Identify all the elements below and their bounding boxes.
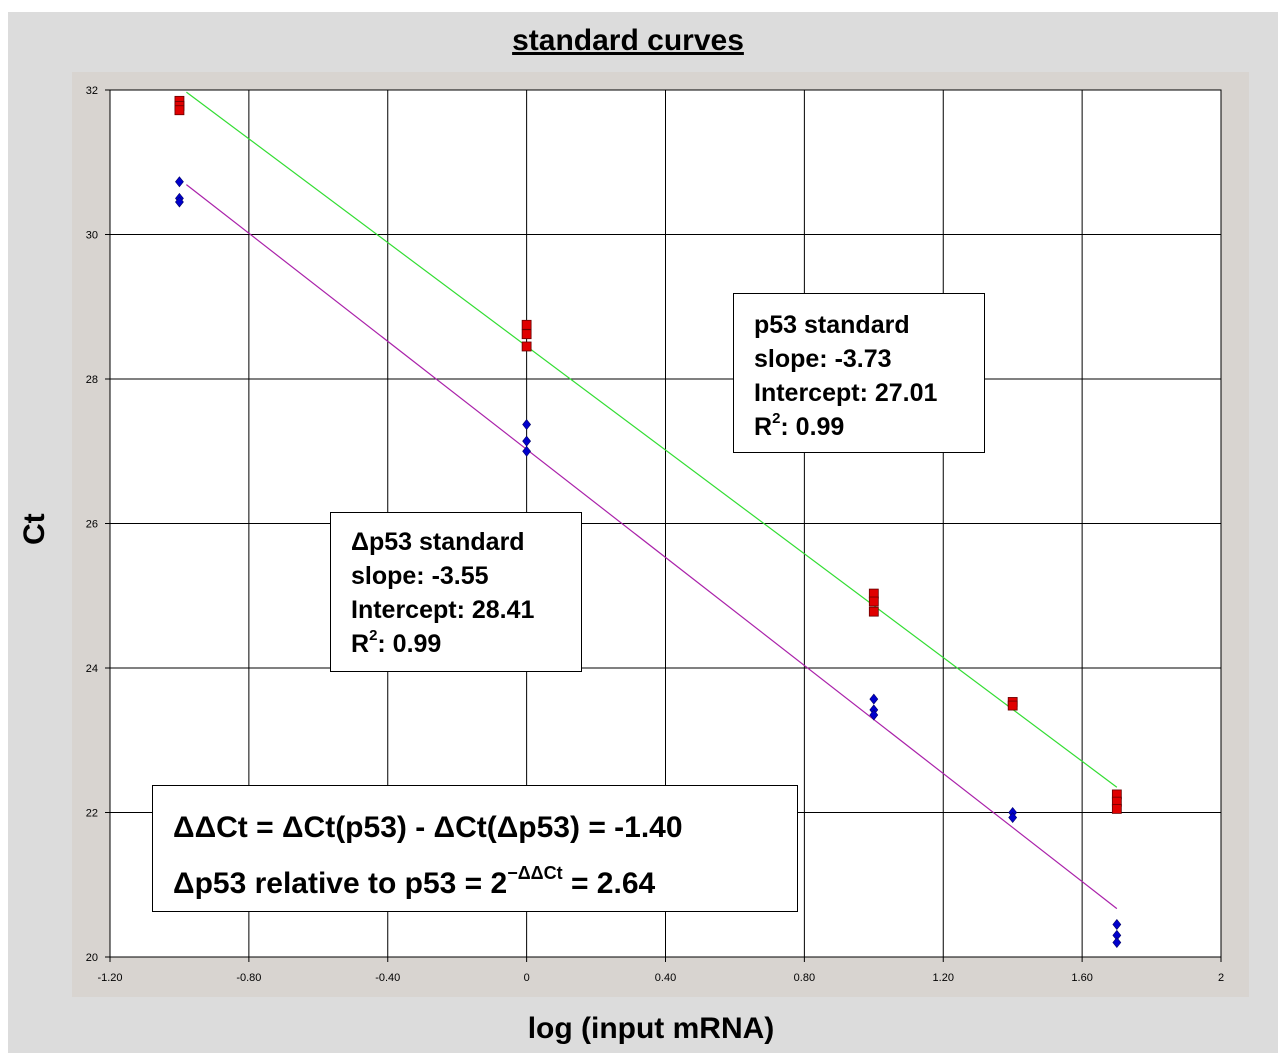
chart-title: standard curves	[512, 24, 744, 57]
annotation-r2-line: R2: 0.99	[351, 627, 581, 661]
annotation-r2-line: R2: 0.99	[754, 410, 984, 444]
x-tick-label: 1.60	[1071, 972, 1092, 984]
p53-standard-annotation: p53 standard slope: -3.73 Intercept: 27.…	[733, 293, 985, 453]
x-axis-label: log (input mRNA)	[527, 1012, 775, 1045]
plot-border	[109, 89, 1222, 958]
y-tick-label: 30	[86, 230, 98, 242]
x-tick-label: 2	[1218, 972, 1224, 984]
y-tick-label: 20	[86, 952, 98, 964]
y-axis-label: Ct	[18, 513, 51, 545]
y-tick-label: 24	[86, 663, 98, 675]
x-tick-label: 0.40	[655, 972, 676, 984]
delta-p53-standard-annotation: Δp53 standard slope: -3.55 Intercept: 28…	[330, 512, 582, 672]
p53-fit-line	[186, 91, 1118, 788]
relative-expression-pre: Δp53 relative to p53 = 2	[173, 867, 508, 900]
annotation-line: Δp53 standard	[351, 528, 525, 556]
delta-p53-data-point	[175, 176, 184, 188]
p53-data-point	[521, 319, 532, 330]
y-tick-label: 22	[86, 808, 98, 820]
annotation-line: Intercept: 28.41	[351, 596, 535, 624]
delta-p53-data-point	[522, 419, 532, 430]
delta-p53-data-point	[522, 445, 532, 457]
annotation-line: slope: -3.73	[754, 345, 892, 373]
annotation-line: slope: -3.55	[351, 562, 489, 590]
r2-label: R	[754, 413, 773, 441]
delta-delta-ct-annotation: ΔΔCt = ΔCt(p53) - ΔCt(Δp53) = -1.40 Δp53…	[152, 785, 798, 912]
delta-p53-fit-line	[186, 184, 1118, 910]
r2-value: : 0.99	[377, 630, 442, 658]
x-tick-label: 0.80	[794, 972, 815, 984]
delta-p53-data-point	[1112, 937, 1122, 949]
p53-data-point	[868, 606, 879, 617]
y-tick-label: 26	[86, 519, 98, 531]
x-tick-label: -0.40	[375, 972, 400, 984]
delta-p53-data-point	[869, 693, 879, 705]
delta-p53-data-point	[1008, 812, 1018, 824]
ddct-equation: ΔΔCt = ΔCt(p53) - ΔCt(Δp53) = -1.40	[173, 811, 683, 844]
y-tick-label: 28	[86, 374, 98, 386]
p53-data-point	[521, 329, 532, 340]
r2-value: : 0.99	[780, 413, 845, 441]
annotation-line: Intercept: 27.01	[754, 379, 938, 407]
delta-p53-data-point	[869, 709, 879, 721]
relative-expression-post: = 2.64	[562, 867, 656, 900]
p53-data-point	[1111, 803, 1122, 814]
relative-expression-line: Δp53 relative to p53 = 2−ΔΔCt = 2.64	[173, 856, 797, 912]
p53-data-point	[521, 341, 532, 352]
r2-superscript: 2	[369, 627, 378, 645]
exponent-superscript: −ΔΔCt	[507, 863, 563, 884]
x-tick-label: 1.20	[933, 972, 954, 984]
delta-p53-data-point	[1112, 919, 1122, 930]
y-tick-label: 32	[86, 85, 98, 97]
delta-p53-data-point	[175, 196, 184, 208]
annotation-line: p53 standard	[754, 311, 910, 339]
p53-data-point	[1007, 700, 1018, 711]
x-tick-label: -0.80	[236, 972, 261, 984]
r2-superscript: 2	[772, 410, 781, 428]
x-tick-label: 0	[524, 972, 530, 984]
p53-data-point	[174, 105, 185, 116]
r2-label: R	[351, 630, 370, 658]
x-tick-label: -1.20	[97, 972, 122, 984]
p53-data-point	[868, 596, 879, 607]
